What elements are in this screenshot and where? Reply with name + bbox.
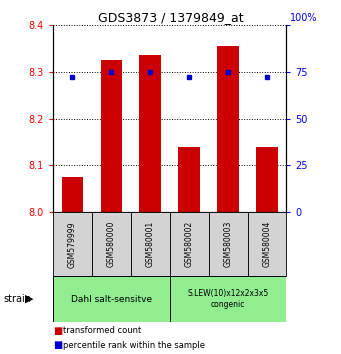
- Text: GDS3873 / 1379849_at: GDS3873 / 1379849_at: [98, 11, 243, 24]
- Text: ▶: ▶: [25, 294, 33, 304]
- Bar: [101, 60, 122, 212]
- Text: GSM580002: GSM580002: [184, 221, 194, 267]
- Bar: [139, 55, 161, 212]
- Text: GSM580004: GSM580004: [263, 221, 271, 268]
- Bar: [178, 147, 200, 212]
- Bar: [169, 276, 286, 322]
- Text: 100%: 100%: [290, 13, 317, 23]
- Bar: [217, 46, 239, 212]
- Text: transformed count: transformed count: [63, 326, 141, 336]
- Bar: [53, 276, 169, 322]
- Bar: [62, 177, 83, 212]
- Text: GSM580003: GSM580003: [224, 221, 233, 268]
- Bar: [169, 212, 209, 276]
- Bar: [209, 212, 248, 276]
- Bar: [92, 212, 131, 276]
- Bar: [248, 212, 286, 276]
- Text: GSM580000: GSM580000: [107, 221, 116, 268]
- Text: strain: strain: [3, 294, 31, 304]
- Text: GSM579999: GSM579999: [68, 221, 77, 268]
- Text: GSM580001: GSM580001: [146, 221, 155, 267]
- Text: ■: ■: [53, 326, 62, 336]
- Text: Dahl salt-sensitve: Dahl salt-sensitve: [71, 295, 152, 304]
- Bar: [256, 147, 278, 212]
- Text: S.LEW(10)x12x2x3x5
congenic: S.LEW(10)x12x2x3x5 congenic: [188, 290, 269, 309]
- Text: ■: ■: [53, 340, 62, 350]
- Text: percentile rank within the sample: percentile rank within the sample: [63, 341, 205, 350]
- Bar: [131, 212, 169, 276]
- Bar: [53, 212, 92, 276]
